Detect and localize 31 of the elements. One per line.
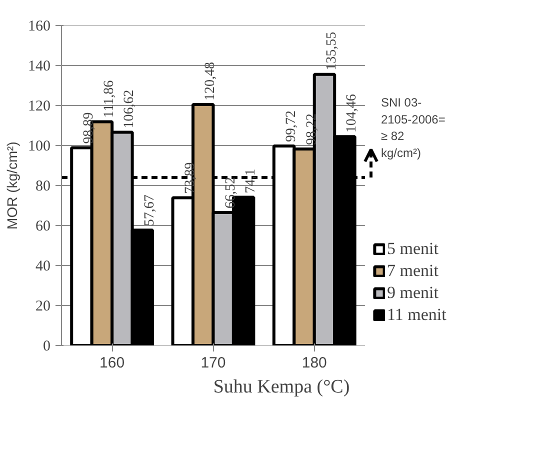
y-axis-title: MOR (kg/cm²)	[4, 142, 20, 230]
y-tick-label: 20	[36, 298, 50, 314]
legend-label: 9 menit	[387, 283, 438, 303]
data-label: 73,89	[182, 162, 198, 194]
data-label: 57,67	[142, 194, 158, 226]
data-label: 98,22	[304, 114, 320, 146]
data-label: 98,89	[82, 112, 97, 144]
y-tick-label: 40	[36, 258, 50, 274]
data-label: 74,1	[244, 168, 259, 194]
data-label: 135,55	[324, 32, 340, 70]
x-tick-label: 170	[200, 354, 226, 372]
y-tick-label: 60	[36, 218, 50, 234]
y-tick-label: 80	[36, 178, 50, 194]
legend-label: 5 menit	[387, 239, 438, 259]
x-tick-label: 180	[302, 354, 327, 372]
x-tick-label: 160	[100, 354, 125, 372]
y-tick-label: 160	[28, 18, 50, 34]
legend-label: 11 menit	[387, 305, 446, 325]
data-label: 106,62	[122, 90, 138, 128]
y-tick-label: 140	[28, 58, 50, 74]
data-label: 104,46	[344, 94, 360, 133]
data-label: 66,52	[223, 176, 238, 208]
y-tick-label: 120	[28, 98, 50, 114]
data-label: 99,72	[284, 110, 300, 142]
data-label: 111,86	[102, 80, 117, 118]
y-tick-label: 0	[43, 338, 50, 354]
legend-label: 7 menit	[387, 261, 438, 281]
data-label: 120,48	[203, 62, 218, 101]
x-axis-title: Suhu Kempa (°C)	[213, 376, 350, 398]
y-tick-label: 100	[28, 138, 50, 154]
ref-line-label: SNI 03-2105-2006= ≥ 82 kg/cm²)	[380, 96, 446, 160]
